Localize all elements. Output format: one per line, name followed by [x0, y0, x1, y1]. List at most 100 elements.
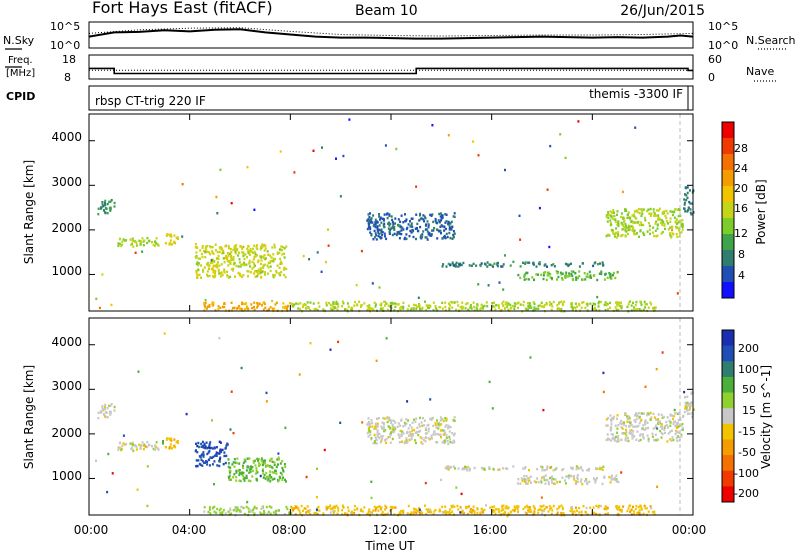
echo-cell [522, 300, 525, 304]
echo-cell [621, 233, 624, 237]
echo-cell [417, 430, 420, 433]
echo-cell [550, 302, 553, 306]
echo-cell [280, 270, 283, 274]
echo-cell [227, 475, 230, 479]
echo-cell [105, 411, 108, 415]
echo-cell [253, 459, 256, 462]
echo-cell [168, 447, 171, 450]
echo-cell [421, 511, 424, 515]
echo-cell [151, 444, 153, 448]
echo-cell [688, 402, 691, 405]
echo-cell [528, 306, 531, 309]
echo-cell [218, 509, 221, 512]
echo-cell [571, 510, 574, 514]
echo-cell [395, 233, 398, 237]
echo-cell [386, 216, 389, 220]
echo-cell [573, 478, 576, 481]
echo-cell [617, 224, 620, 228]
echo-cell [642, 437, 645, 440]
echo-cell [424, 481, 427, 485]
echo-cell [368, 428, 371, 431]
echo-cell [241, 301, 244, 304]
echo-cell [468, 264, 471, 267]
echo-cell [529, 475, 532, 478]
echo-cell [637, 411, 640, 415]
echo-cell [208, 443, 211, 446]
echo-cell [605, 215, 608, 219]
echo-cell [260, 275, 263, 279]
noise-left-tick-top: 10^5 [50, 20, 80, 33]
echo-cell [392, 222, 395, 226]
echo-cell [170, 439, 173, 442]
echo-cell [616, 213, 618, 216]
echo-cell [366, 423, 369, 426]
echo-cell [336, 512, 339, 515]
echo-cell [355, 283, 358, 287]
echo-cell [548, 301, 551, 304]
echo-cell [257, 462, 260, 465]
echo-cell [608, 438, 611, 441]
echo-cell [121, 240, 124, 244]
echo-cell [368, 430, 371, 433]
echo-cell [414, 431, 417, 434]
echo-cell [105, 207, 108, 211]
echo-cell [646, 413, 649, 417]
echo-cell [654, 229, 657, 232]
echo-cell [277, 456, 280, 459]
echo-cell [561, 476, 564, 479]
echo-cell [281, 459, 284, 463]
echo-cell [593, 511, 596, 515]
echo-cell [374, 305, 377, 308]
echo-cell [141, 441, 144, 444]
echo-cell [641, 433, 644, 436]
echo-cell [637, 506, 640, 509]
echo-cell [574, 306, 577, 309]
echo-cell [465, 506, 468, 510]
echo-cell [467, 465, 470, 469]
echo-cell [644, 303, 647, 306]
echo-cell [582, 505, 585, 508]
echo-cell [195, 464, 198, 468]
echo-cell [371, 282, 374, 285]
echo-cell [638, 223, 641, 227]
echo-cell [542, 504, 545, 507]
echo-cell [252, 258, 255, 261]
echo-cell [273, 307, 276, 310]
echo-cell [624, 229, 627, 232]
echo-cell [537, 511, 540, 514]
echo-cell [199, 456, 202, 459]
echo-cell [256, 247, 259, 251]
echo-cell [242, 461, 245, 464]
echo-cell [418, 303, 421, 307]
echo-cell [632, 301, 634, 305]
echo-cell [316, 507, 319, 510]
echo-cell [543, 303, 546, 307]
echo-cell [122, 238, 125, 241]
echo-cell [529, 508, 532, 512]
echo-cell [446, 235, 449, 239]
echo-cell [681, 426, 684, 430]
echo-cell [430, 437, 433, 440]
echo-cell [620, 508, 623, 512]
echo-cell [256, 275, 259, 278]
echo-cell [543, 478, 546, 482]
echo-cell [529, 356, 532, 359]
echo-cell [470, 307, 473, 310]
echo-cell [270, 476, 273, 479]
echo-cell [218, 272, 221, 275]
echo-cell [292, 509, 295, 512]
echo-cell [398, 441, 401, 444]
echo-cell [254, 252, 257, 256]
echo-cell [318, 305, 321, 308]
echo-cell [567, 476, 570, 480]
echo-cell [366, 431, 369, 435]
echo-cell [581, 278, 584, 281]
echo-cell [378, 286, 381, 289]
echo-cell [663, 210, 666, 213]
echo-cell [316, 513, 319, 516]
echo-cell [511, 304, 514, 308]
echo-cell [649, 207, 652, 211]
echo-cell [441, 225, 444, 228]
echo-cell [578, 304, 581, 307]
echo-cell [138, 239, 141, 242]
